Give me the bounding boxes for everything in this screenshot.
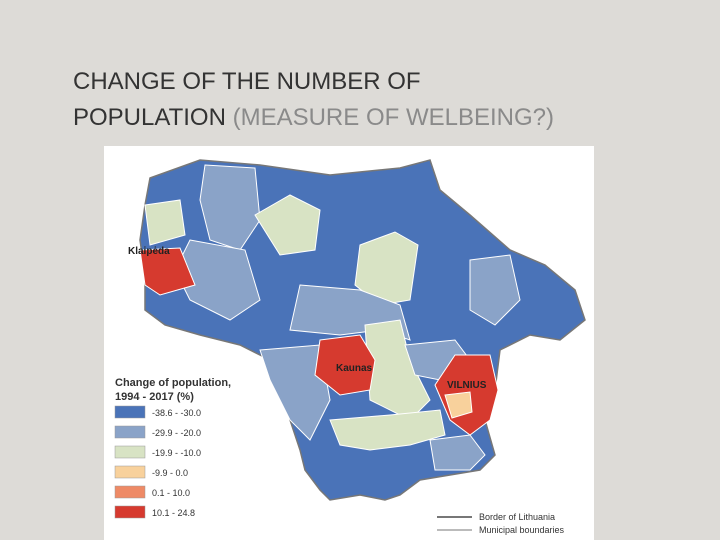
- title-line: CHANGE OF THE NUMBER OF: [73, 68, 421, 95]
- legend-swatch: [114, 465, 146, 479]
- region: [364, 319, 431, 421]
- legend-swatch: [114, 425, 146, 439]
- legend: -38.6 - -30.0 -29.9 - -20.0 -19.9 - -10.0 -…: [114, 405, 565, 535]
- legend-label: 10.1 - 24.8: [152, 508, 195, 518]
- legend-label: -9.9 - 0.0: [152, 468, 188, 478]
- legend-label: -38.6 - -30.0: [152, 408, 201, 418]
- region: [354, 231, 419, 306]
- title-line: POPULATION (MEASURE OF WELBEING?): [73, 104, 554, 132]
- subtitle: (MEASURE OF WELBEING?): [232, 104, 554, 131]
- region: [329, 409, 446, 451]
- city-label: Klaipėda: [128, 246, 170, 257]
- legend-swatch: [114, 485, 146, 499]
- region: [444, 391, 473, 419]
- region: [139, 247, 196, 296]
- legend-swatch: [114, 505, 146, 519]
- region: [429, 434, 486, 471]
- region: [144, 199, 186, 246]
- spit: [127, 269, 136, 316]
- legend-label: Border of Lithuania: [479, 512, 555, 522]
- legend-title: Change of population,: [115, 377, 231, 389]
- regions: [127, 159, 586, 501]
- legend-label: 0.1 - 10.0: [152, 488, 190, 498]
- region: [469, 254, 521, 326]
- legend-swatch: [114, 405, 146, 419]
- region: [314, 334, 376, 396]
- legend-title: 1994 - 2017 (%): [115, 391, 194, 403]
- region: [254, 194, 321, 256]
- city-label: VILNIUS: [447, 380, 487, 391]
- title-line: POPULATION: [73, 104, 226, 131]
- legend-label: -19.9 - -10.0: [152, 448, 201, 458]
- city-label: Kaunas: [336, 363, 373, 374]
- legend-label: -29.9 - -20.0: [152, 428, 201, 438]
- legend-label: Municipal boundaries: [479, 525, 565, 535]
- legend-swatch: [114, 445, 146, 459]
